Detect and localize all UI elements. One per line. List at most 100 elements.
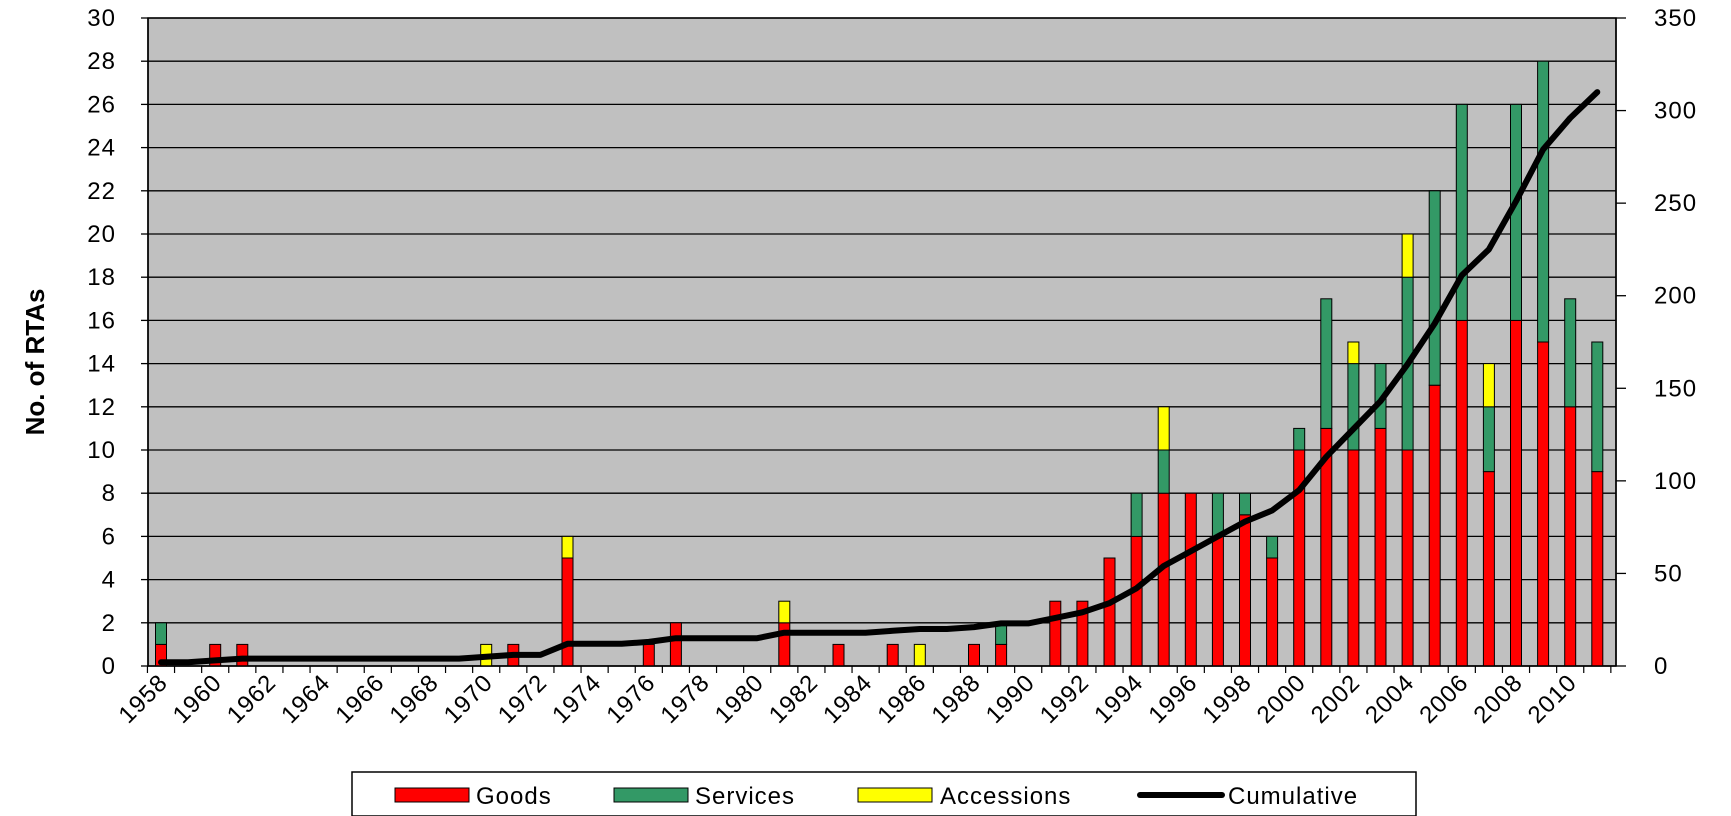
- bar-goods-1976: [642, 643, 655, 667]
- bar-goods-2007: [1482, 471, 1495, 667]
- x-tick-label-2006: 2006: [1414, 669, 1474, 729]
- bar-accessions-1981: [778, 600, 791, 624]
- legend: Goods Services Accessions Cumulative: [351, 771, 1417, 816]
- bar-services-1995: [1157, 449, 1170, 494]
- y-tick-label-20: 20: [87, 221, 116, 248]
- plot-area: [147, 17, 1617, 667]
- bar-goods-1988: [968, 643, 980, 667]
- bar-services-2000: [1293, 427, 1306, 451]
- x-tick-label-1960: 1960: [168, 669, 228, 729]
- bar-goods-2008: [1510, 319, 1522, 667]
- x-tick-label-2004: 2004: [1360, 669, 1420, 729]
- x-tick-label-1964: 1964: [276, 669, 336, 729]
- bar-goods-2006: [1455, 319, 1468, 667]
- x-tick-label-1978: 1978: [656, 669, 716, 729]
- gridlines: [148, 17, 1616, 624]
- y2-tick-label-150: 150: [1654, 375, 1697, 402]
- y-tick-label-6: 6: [102, 523, 116, 550]
- y-tick-label-30: 30: [87, 5, 116, 32]
- legend-label-services: Services: [695, 783, 795, 810]
- x-tick-label-1992: 1992: [1035, 669, 1095, 729]
- bar-services-1994: [1130, 492, 1143, 537]
- bar-goods-1961: [236, 643, 249, 667]
- y2-tick-label-300: 300: [1654, 98, 1697, 125]
- x-tick-label-1974: 1974: [547, 669, 607, 729]
- x-tick-label-2002: 2002: [1306, 669, 1366, 729]
- bar-goods-1993: [1103, 557, 1116, 667]
- bar-goods-2004: [1401, 449, 1414, 667]
- bar-services-2010: [1564, 298, 1577, 408]
- x-tick-label-1962: 1962: [222, 669, 282, 729]
- bar-services-2009: [1537, 60, 1550, 343]
- x-tick-label-1988: 1988: [927, 669, 987, 729]
- x-tick-label-1966: 1966: [330, 669, 390, 729]
- legend-swatch-goods: [394, 787, 470, 803]
- bar-goods-1973: [561, 557, 574, 667]
- bar-goods-1977: [669, 622, 682, 667]
- bar-goods-2011: [1591, 471, 1604, 667]
- bar-accessions-2004: [1401, 233, 1414, 278]
- y2-tick-label-200: 200: [1654, 283, 1697, 310]
- bar-services-2006: [1455, 103, 1468, 321]
- y-tick-label-14: 14: [87, 351, 116, 378]
- x-tick-label-1986: 1986: [872, 669, 932, 729]
- bar-accessions-2007: [1482, 363, 1495, 408]
- bar-goods-1991: [1049, 600, 1062, 667]
- legend-label-accessions: Accessions: [940, 783, 1071, 810]
- bar-goods-1981: [778, 622, 791, 667]
- bar-goods-1998: [1239, 514, 1251, 667]
- x-tick-label-1990: 1990: [981, 669, 1041, 729]
- y2-tick-label-100: 100: [1654, 468, 1697, 495]
- x-tick-label-1976: 1976: [601, 669, 661, 729]
- cumulative-line-group: [158, 89, 1601, 666]
- y-tick-label-10: 10: [87, 437, 116, 464]
- bar-goods-2003: [1374, 427, 1387, 667]
- x-tick-label-2000: 2000: [1252, 669, 1312, 729]
- y-tick-label-16: 16: [87, 307, 116, 334]
- x-tick-label-1972: 1972: [493, 669, 553, 729]
- bar-goods-1989: [995, 643, 1008, 667]
- bar-goods-2010: [1564, 406, 1577, 667]
- y-tick-label-18: 18: [87, 264, 116, 291]
- y-tick-label-2: 2: [102, 610, 116, 637]
- y-tick-label-28: 28: [87, 48, 116, 75]
- bar-services-1997: [1211, 492, 1224, 537]
- y-axis-label: No. of RTAs: [20, 289, 50, 436]
- bar-goods-1985: [886, 643, 899, 667]
- x-tick-label-1968: 1968: [385, 669, 445, 729]
- bar-services-2011: [1591, 341, 1604, 473]
- bar-services-2007: [1482, 406, 1495, 473]
- bar-accessions-1986: [913, 643, 926, 667]
- y2-tick-label-250: 250: [1654, 190, 1697, 217]
- x-tick-label-2008: 2008: [1469, 669, 1529, 729]
- x-tick-label-2010: 2010: [1523, 669, 1583, 729]
- bar-goods-2002: [1347, 449, 1360, 667]
- x-tick-label-1996: 1996: [1143, 669, 1203, 729]
- x-tick-label-1984: 1984: [818, 669, 878, 729]
- y-tick-label-26: 26: [87, 91, 116, 118]
- x-tick-label-1998: 1998: [1198, 669, 1258, 729]
- bar-accessions-1995: [1157, 406, 1170, 451]
- x-tick-label-1982: 1982: [764, 669, 824, 729]
- bar-goods-2005: [1428, 384, 1441, 667]
- y-tick-label-12: 12: [87, 394, 116, 421]
- legend-label-cumulative: Cumulative: [1228, 783, 1358, 810]
- bar-goods-1996: [1184, 492, 1197, 667]
- x-tick-label-1958: 1958: [114, 669, 174, 729]
- y2-tick-label-0: 0: [1654, 653, 1668, 680]
- bar-accessions-1973: [561, 535, 574, 559]
- x-tick-label-1994: 1994: [1089, 669, 1149, 729]
- bar-services-1958: [155, 622, 167, 645]
- bar-services-1998: [1239, 492, 1251, 516]
- y-tick-label-8: 8: [102, 480, 116, 507]
- bar-goods-1997: [1211, 535, 1224, 667]
- x-tick-label-1980: 1980: [710, 669, 770, 729]
- bar-goods-2009: [1537, 341, 1550, 667]
- legend-swatch-accessions: [857, 787, 933, 803]
- cumulative-line: [158, 89, 1601, 666]
- legend-swatch-services: [613, 787, 689, 803]
- y-tick-label-0: 0: [102, 653, 116, 680]
- x-tick-label-1970: 1970: [439, 669, 499, 729]
- y-tick-label-22: 22: [87, 178, 116, 205]
